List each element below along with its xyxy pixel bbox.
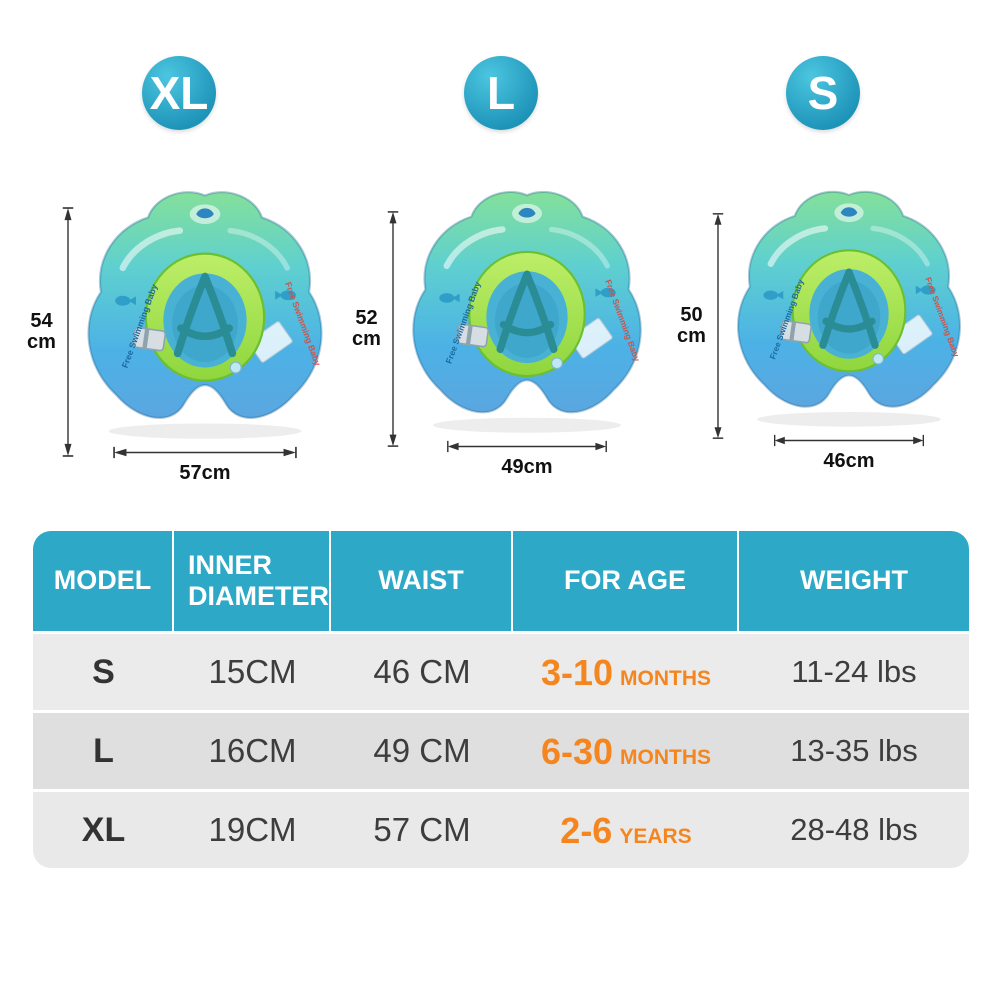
- cell-age-s: 3-10 MONTHS: [513, 631, 739, 710]
- width-dimension-xl: 57cm: [112, 445, 298, 485]
- cell-inner-diameter-s: 15CM: [174, 631, 331, 710]
- product-column-l: L 52 cm 49cm: [340, 56, 662, 485]
- cell-age-l: 6-30 MONTHS: [513, 710, 739, 789]
- table-header-for-age: FOR AGE: [513, 531, 739, 631]
- cell-waist-xl: 57 CM: [331, 789, 513, 868]
- vertical-arrow-icon: [386, 210, 400, 448]
- cell-model-s: S: [33, 631, 174, 710]
- product-column-s: S 50 cm 46cm: [662, 56, 984, 485]
- cell-inner-diameter-xl: 19CM: [174, 789, 331, 868]
- height-dimension-l: 52 cm: [352, 210, 400, 448]
- table-header-waist: WAIST: [331, 531, 513, 631]
- cell-model-xl: XL: [33, 789, 174, 868]
- float-illustration-l: [404, 178, 650, 435]
- product-column-xl: XL 54 cm 57cm: [18, 56, 340, 485]
- height-label-xl: 54 cm: [27, 309, 56, 353]
- height-dimension-s: 50 cm: [677, 212, 725, 440]
- size-badge-l: L: [464, 56, 538, 130]
- cell-weight-xl: 28-48 lbs: [739, 789, 969, 868]
- width-label-l: 49cm: [501, 456, 553, 478]
- table-header-model: MODEL: [33, 531, 174, 631]
- height-label-s: 50 cm: [677, 303, 706, 347]
- size-badge-xl: XL: [142, 56, 216, 130]
- width-dimension-l: 49cm: [446, 439, 608, 479]
- vertical-arrow-icon: [711, 212, 725, 440]
- size-badge-s: S: [786, 56, 860, 130]
- cell-age-xl: 2-6 YEARS: [513, 789, 739, 868]
- product-section: XL 54 cm 57cm: [0, 0, 1002, 485]
- cell-inner-diameter-l: 16CM: [174, 710, 331, 789]
- cell-waist-s: 46 CM: [331, 631, 513, 710]
- table-header-weight: WEIGHT: [739, 531, 969, 631]
- cell-weight-l: 13-35 lbs: [739, 710, 969, 789]
- cell-waist-l: 49 CM: [331, 710, 513, 789]
- horizontal-arrow-icon: [446, 439, 608, 454]
- vertical-arrow-icon: [61, 206, 75, 458]
- height-dimension-xl: 54 cm: [27, 206, 75, 458]
- float-illustration-xl: [79, 178, 331, 441]
- height-label-l: 52 cm: [352, 306, 381, 350]
- width-dimension-s: 46cm: [773, 433, 925, 473]
- width-label-xl: 57cm: [179, 462, 231, 484]
- horizontal-arrow-icon: [112, 445, 298, 460]
- float-illustration-s: [729, 178, 969, 429]
- cell-weight-s: 11-24 lbs: [739, 631, 969, 710]
- horizontal-arrow-icon: [773, 433, 925, 448]
- cell-model-l: L: [33, 710, 174, 789]
- size-table: MODEL INNER DIAMETER WAIST FOR AGE WEIGH…: [33, 531, 969, 868]
- table-header-inner-diameter: INNER DIAMETER: [174, 531, 331, 631]
- width-label-s: 46cm: [823, 450, 875, 472]
